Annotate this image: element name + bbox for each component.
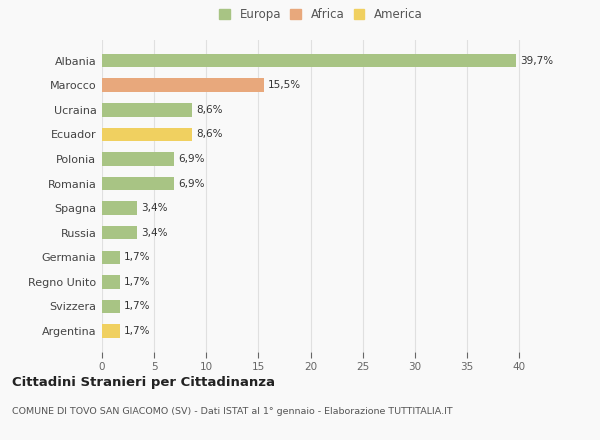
Text: 1,7%: 1,7% xyxy=(124,301,151,312)
Text: 1,7%: 1,7% xyxy=(124,277,151,287)
Bar xyxy=(102,250,120,264)
Text: 15,5%: 15,5% xyxy=(268,80,301,90)
Text: 39,7%: 39,7% xyxy=(520,55,553,66)
Bar xyxy=(102,324,120,338)
Text: 3,4%: 3,4% xyxy=(142,203,168,213)
Text: 6,9%: 6,9% xyxy=(178,154,205,164)
Bar xyxy=(102,128,191,141)
Text: 3,4%: 3,4% xyxy=(142,227,168,238)
Legend: Europa, Africa, America: Europa, Africa, America xyxy=(216,5,426,25)
Text: 1,7%: 1,7% xyxy=(124,326,151,336)
Text: 8,6%: 8,6% xyxy=(196,129,223,139)
Bar xyxy=(102,275,120,289)
Bar xyxy=(102,226,137,239)
Bar xyxy=(102,78,263,92)
Text: COMUNE DI TOVO SAN GIACOMO (SV) - Dati ISTAT al 1° gennaio - Elaborazione TUTTIT: COMUNE DI TOVO SAN GIACOMO (SV) - Dati I… xyxy=(12,407,452,416)
Bar xyxy=(102,103,191,117)
Text: 8,6%: 8,6% xyxy=(196,105,223,115)
Bar xyxy=(102,202,137,215)
Text: Cittadini Stranieri per Cittadinanza: Cittadini Stranieri per Cittadinanza xyxy=(12,376,275,389)
Bar xyxy=(102,177,174,190)
Bar xyxy=(102,152,174,166)
Text: 6,9%: 6,9% xyxy=(178,179,205,188)
Text: 1,7%: 1,7% xyxy=(124,252,151,262)
Bar xyxy=(102,300,120,313)
Bar xyxy=(102,54,516,67)
